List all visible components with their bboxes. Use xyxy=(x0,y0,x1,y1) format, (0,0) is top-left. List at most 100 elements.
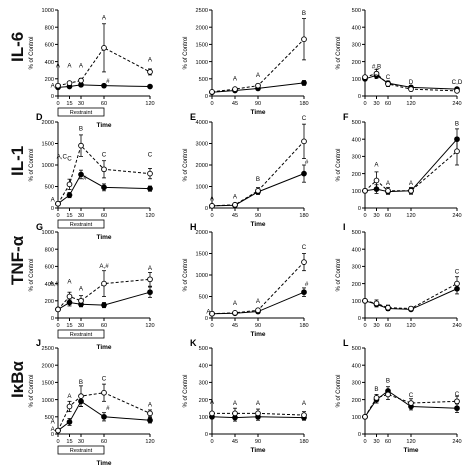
x-axis-label: Time xyxy=(250,331,265,338)
data-point-open xyxy=(55,306,61,313)
y-tick-label: 1000 xyxy=(42,230,54,236)
panel-letter: D xyxy=(36,112,43,122)
y-tick-label: 2500 xyxy=(42,346,54,352)
data-point-open xyxy=(301,412,307,418)
annotation-label: C xyxy=(409,392,414,399)
data-point-open xyxy=(78,297,84,304)
annotation-label: A xyxy=(374,162,379,169)
y-axis-label: % of Control xyxy=(183,374,189,407)
data-point-open xyxy=(147,69,153,75)
data-point-open xyxy=(385,187,391,194)
x-tick-label: 0 xyxy=(210,439,213,445)
x-tick-label: 15 xyxy=(66,101,72,107)
restraint-bar xyxy=(57,107,105,117)
y-tick-label: 2000 xyxy=(42,120,54,126)
y-tick-label: 200 xyxy=(352,282,361,288)
annotation-label: A xyxy=(67,279,72,286)
restraint-bar xyxy=(57,219,105,229)
panel-11: 0 100 200 300 400 500 0 45 90 180 % of Control Time… xyxy=(183,338,309,454)
panel-letter: K xyxy=(190,338,197,348)
data-point-filled xyxy=(301,289,307,296)
annotation-label: C,D xyxy=(452,79,463,86)
y-tick-label: 1500 xyxy=(42,142,54,148)
restraint-label: Restraint xyxy=(70,332,93,338)
data-point-filled xyxy=(101,184,107,191)
annotation-label: B xyxy=(256,176,260,183)
x-tick-label: 0 xyxy=(56,101,59,107)
x-tick-label: 120 xyxy=(406,213,415,219)
y-tick-label: 500 xyxy=(352,120,361,126)
annotation-label: A xyxy=(233,76,238,83)
restraint-label: Restraint xyxy=(70,448,93,454)
panel-5: 0 1000 2000 3000 4000 0 45 90 180 % of Control Tim… xyxy=(183,112,309,228)
annotation-label: B xyxy=(79,126,83,133)
data-point-filled xyxy=(147,83,153,90)
x-tick-label: 30 xyxy=(78,101,84,107)
y-tick-label: 400 xyxy=(352,25,361,31)
data-point-open xyxy=(408,86,414,92)
y-tick-label: 2500 xyxy=(196,8,208,14)
data-point-filled xyxy=(301,170,307,177)
x-tick-label: 45 xyxy=(232,213,238,219)
x-tick-label: 240 xyxy=(452,439,461,445)
data-point-open xyxy=(255,307,261,314)
x-tick-label: 45 xyxy=(232,101,238,107)
data-point-open xyxy=(78,77,84,84)
data-point-filled xyxy=(78,171,84,178)
y-tick-label: 800 xyxy=(45,247,54,253)
y-tick-label: 0 xyxy=(358,94,361,100)
data-point-open xyxy=(408,305,414,312)
x-axis-label: Time xyxy=(403,447,418,454)
x-tick-label: 30 xyxy=(373,439,379,445)
series-line-dashed xyxy=(211,141,305,207)
annotation-label: A xyxy=(386,180,391,187)
data-point-open xyxy=(385,304,391,311)
x-axis-label: Time xyxy=(250,221,265,228)
data-point-open xyxy=(55,82,61,89)
restraint-bar xyxy=(57,329,105,339)
x-tick-label: 0 xyxy=(56,439,59,445)
x-tick-label: 120 xyxy=(406,101,415,107)
y-tick-label: 300 xyxy=(352,265,361,271)
annotation-label: A xyxy=(256,400,261,407)
x-tick-label: 240 xyxy=(452,101,461,107)
data-point-open xyxy=(301,259,307,265)
data-point-open xyxy=(454,148,460,155)
x-tick-label: 90 xyxy=(255,213,261,219)
series-line-dashed xyxy=(211,38,305,93)
data-point-open xyxy=(209,89,215,95)
data-point-open xyxy=(232,309,238,316)
annotation-label: B xyxy=(386,377,390,384)
annotation-label: C xyxy=(386,74,391,81)
y-tick-label: 0 xyxy=(205,94,208,100)
data-point-open xyxy=(66,80,73,86)
data-point-open xyxy=(232,410,238,417)
data-point-open xyxy=(147,170,153,177)
panel-letter: H xyxy=(190,222,197,232)
x-axis-label: Time xyxy=(250,109,265,116)
y-tick-label: 2000 xyxy=(42,363,54,369)
x-tick-label: 60 xyxy=(385,323,391,329)
y-tick-label: 200 xyxy=(45,77,54,83)
panel-letter: G xyxy=(36,222,43,232)
x-tick-label: 60 xyxy=(385,213,391,219)
data-point-open xyxy=(255,82,261,89)
y-tick-label: 400 xyxy=(352,363,361,369)
annotation-label: A xyxy=(409,180,414,187)
data-point-open xyxy=(66,181,73,188)
annotation-label: B xyxy=(302,10,306,17)
x-tick-label: 180 xyxy=(299,213,308,219)
data-point-open xyxy=(454,87,460,94)
y-tick-label: 500 xyxy=(45,185,54,191)
data-point-open xyxy=(362,74,368,80)
annotation-label: A xyxy=(148,265,153,272)
x-tick-label: 45 xyxy=(232,323,238,329)
x-axis-label: Time xyxy=(96,234,111,241)
x-tick-label: 45 xyxy=(232,439,238,445)
series-line-dashed xyxy=(57,47,151,87)
data-point-open xyxy=(232,201,238,208)
y-tick-label: 100 xyxy=(352,299,361,305)
data-point-open xyxy=(385,81,391,87)
y-tick-label: 500 xyxy=(45,415,54,421)
